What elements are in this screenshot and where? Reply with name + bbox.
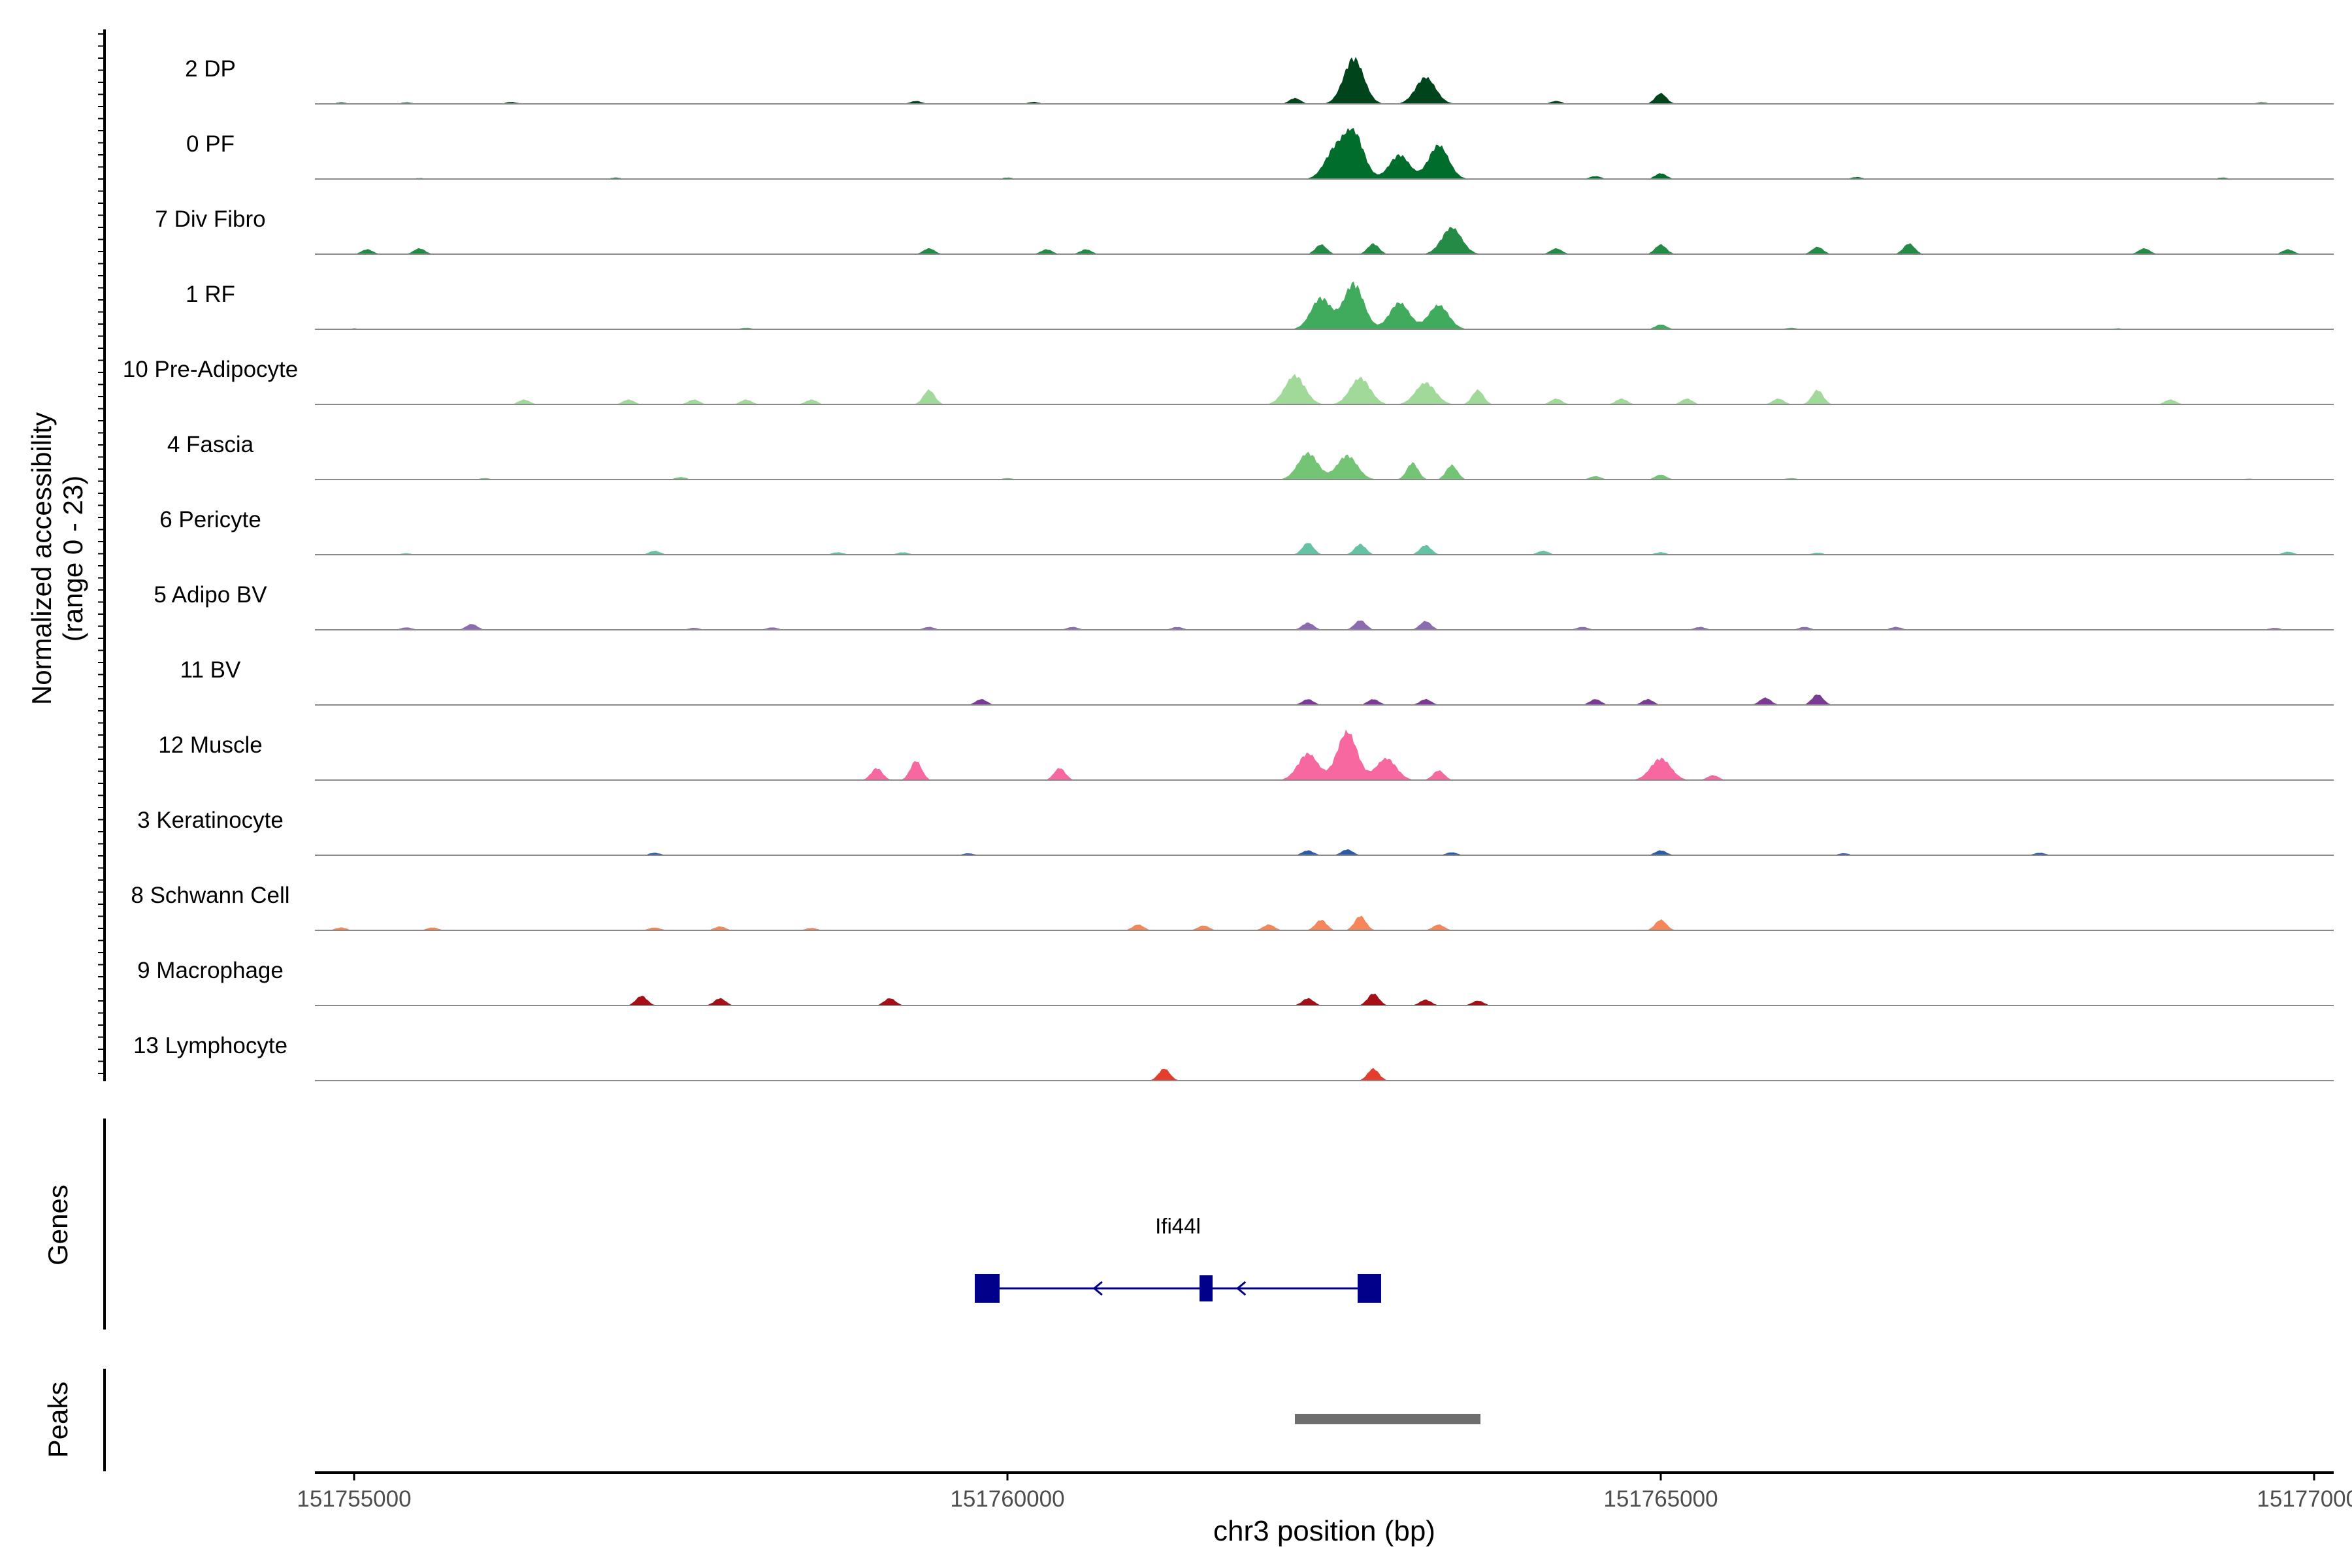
coverage-area: [315, 993, 2334, 1005]
coverage-area: [315, 620, 2334, 630]
coverage-area: [315, 128, 2334, 179]
peaks-panel-label: Peaks: [42, 1382, 73, 1458]
y-axis-sublabel: (range 0 - 23): [57, 476, 88, 642]
x-tick-label: 151770000: [2257, 1486, 2352, 1512]
track-11: 8 Schwann Cell: [131, 883, 2334, 931]
track-label: 8 Schwann Cell: [131, 883, 289, 908]
track-label: 9 Macrophage: [137, 958, 284, 983]
track-4: 10 Pre-Adipocyte: [123, 357, 2334, 405]
gene-exon: [975, 1274, 1000, 1303]
track-5: 4 Fascia: [167, 432, 2334, 480]
x-axis-ticks: 151755000 151760000 151765000 151770000: [297, 1473, 2352, 1512]
track-12: 9 Macrophage: [137, 958, 2334, 1006]
coverage-area: [315, 729, 2334, 780]
peaks-track: [1295, 1414, 1480, 1424]
gene-exon: [1200, 1275, 1213, 1301]
track-label: 10 Pre-Adipocyte: [123, 357, 298, 382]
x-axis-label: chr3 position (bp): [1213, 1515, 1435, 1547]
gene-exon: [1358, 1274, 1381, 1303]
track-label: 3 Keratinocyte: [137, 808, 284, 833]
strand-arrow: [1235, 1281, 1247, 1296]
x-tick-label: 151760000: [950, 1486, 1064, 1512]
coverage-area: [315, 57, 2334, 104]
track-1: 0 PF: [186, 128, 2334, 180]
track-label: 7 Div Fibro: [155, 206, 265, 232]
genes-panel-label: Genes: [42, 1184, 73, 1266]
gene-label: Ifi44l: [1155, 1214, 1201, 1238]
track-label: 12 Muscle: [158, 732, 263, 758]
track-3: 1 RF: [186, 281, 2334, 330]
accessibility-tracks: 2 DP 0 PF 7 Div Fibro 1 RF 10 Pre-Adipocyte 4…: [123, 56, 2334, 1081]
x-tick-label: 151765000: [1603, 1486, 1718, 1512]
track-9: 12 Muscle: [158, 729, 2334, 781]
coverage-area: [315, 849, 2334, 855]
coverage-area: [315, 451, 2334, 480]
peak-region: [1295, 1414, 1480, 1424]
coverage-area: [315, 227, 2334, 254]
track-0: 2 DP: [185, 56, 2334, 105]
track-13: 13 Lymphocyte: [133, 1033, 2334, 1081]
coverage-area: [315, 915, 2334, 930]
track-label: 13 Lymphocyte: [133, 1033, 287, 1058]
track-8: 11 BV: [180, 657, 2334, 706]
gene-track: Ifi44l: [975, 1214, 1381, 1303]
coverage-area: [315, 281, 2334, 329]
track-label: 4 Fascia: [167, 432, 254, 457]
coverage-area: [315, 1068, 2334, 1081]
x-tick-label: 151755000: [297, 1486, 411, 1512]
track-label: 11 BV: [180, 657, 241, 683]
track-label: 5 Adipo BV: [154, 582, 267, 608]
strand-arrow: [1092, 1281, 1103, 1296]
coverage-area: [315, 543, 2334, 555]
track-10: 3 Keratinocyte: [137, 808, 2334, 856]
track-label: 2 DP: [185, 56, 236, 82]
gene-Ifi44l: Ifi44l: [975, 1214, 1381, 1303]
track-label: 0 PF: [186, 131, 235, 157]
track-7: 5 Adipo BV: [154, 582, 2334, 630]
y-axis-ticks: [98, 33, 105, 1074]
coverage-area: [315, 374, 2334, 404]
track-label: 6 Pericyte: [159, 507, 261, 532]
track-6: 6 Pericyte: [159, 507, 2334, 555]
coverage-area: [315, 694, 2334, 705]
track-label: 1 RF: [186, 282, 235, 307]
y-axis-label: Normalized accessibility: [26, 412, 57, 705]
track-2: 7 Div Fibro: [155, 206, 2334, 255]
